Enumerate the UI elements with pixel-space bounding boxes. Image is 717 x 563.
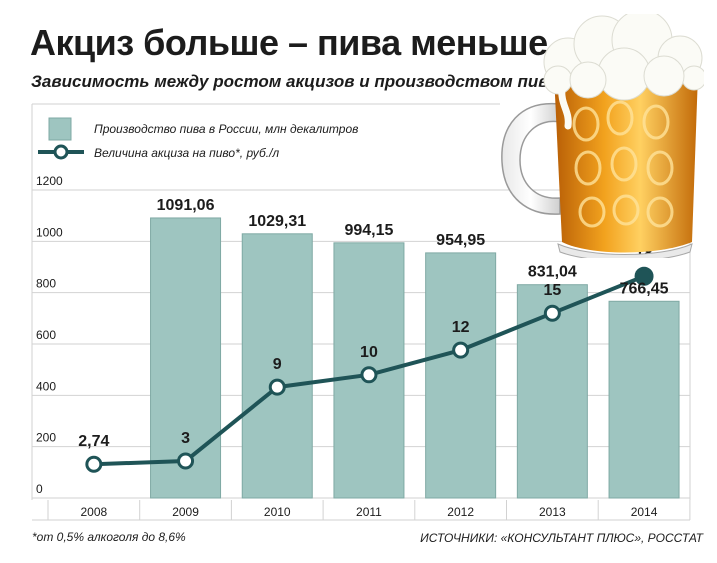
y-tick-label: 1200 — [36, 174, 63, 188]
excise-point-2011 — [360, 366, 378, 384]
chart-subtitle: Зависимость между ростом акцизов и произ… — [31, 72, 558, 91]
bar-2012 — [425, 252, 497, 499]
excise-point-2013 — [543, 304, 561, 322]
excise-point-2008 — [85, 455, 103, 473]
data-labels: 1091,06 1029,31 994,15 954,95 831,04 766,45 20… — [78, 197, 668, 519]
excise-point-2009 — [177, 452, 195, 470]
bar-2009 — [150, 217, 222, 499]
bar-value-label: 1091,06 — [157, 197, 215, 214]
excise-point-2010 — [268, 378, 286, 396]
y-tick-label: 1000 — [36, 225, 63, 239]
excise-value-label: 2,74 — [78, 433, 109, 450]
legend-line-label: Величина акциза на пиво*, руб./л — [94, 146, 279, 160]
x-tick-label: 2008 — [80, 505, 107, 519]
x-tick-label: 2010 — [264, 505, 291, 519]
legend-bar-swatch — [48, 117, 72, 141]
bar-2014 — [608, 300, 680, 499]
excise-value-label: 9 — [273, 356, 282, 373]
bar-value-label: 1029,31 — [248, 213, 306, 230]
bar-value-label: 831,04 — [528, 264, 577, 281]
y-tick-label: 600 — [36, 328, 56, 342]
excise-value-label: 15 — [543, 282, 561, 299]
excise-line — [85, 266, 654, 473]
x-tick-label: 2014 — [631, 505, 658, 519]
source-note: ИСТОЧНИКИ: «КОНСУЛЬТАНТ ПЛЮС», РОССТАТ — [420, 531, 703, 545]
excise-value-label: 10 — [360, 344, 378, 361]
y-tick-label: 0 — [36, 482, 43, 496]
legend-bar-label: Производство пива в России, млн декалитр… — [94, 122, 358, 136]
legend: Производство пива в России, млн декалитр… — [38, 117, 358, 160]
bars — [150, 217, 680, 499]
excise-point-2014 — [634, 266, 654, 286]
excise-value-label: 3 — [181, 430, 190, 447]
y-tick-label: 800 — [36, 277, 56, 291]
excise-point-2012 — [452, 341, 470, 359]
bar-value-label: 954,95 — [436, 232, 485, 249]
y-tick-label: 400 — [36, 379, 56, 393]
legend-line-marker — [53, 144, 69, 160]
beer-mug-icon — [501, 14, 704, 258]
bar-2010 — [241, 233, 313, 499]
footnote: *от 0,5% алкоголя до 8,6% — [32, 530, 186, 544]
excise-value-label: 12 — [452, 319, 470, 336]
x-tick-label: 2012 — [447, 505, 474, 519]
y-tick-label: 200 — [36, 431, 56, 445]
chart-title: Акциз больше – пива меньше — [30, 22, 548, 63]
x-tick-label: 2011 — [356, 505, 382, 519]
x-tick-label: 2013 — [539, 505, 566, 519]
bar-value-label: 766,45 — [620, 280, 669, 297]
x-tick-label: 2009 — [172, 505, 199, 519]
bar-value-label: 994,15 — [344, 222, 393, 239]
